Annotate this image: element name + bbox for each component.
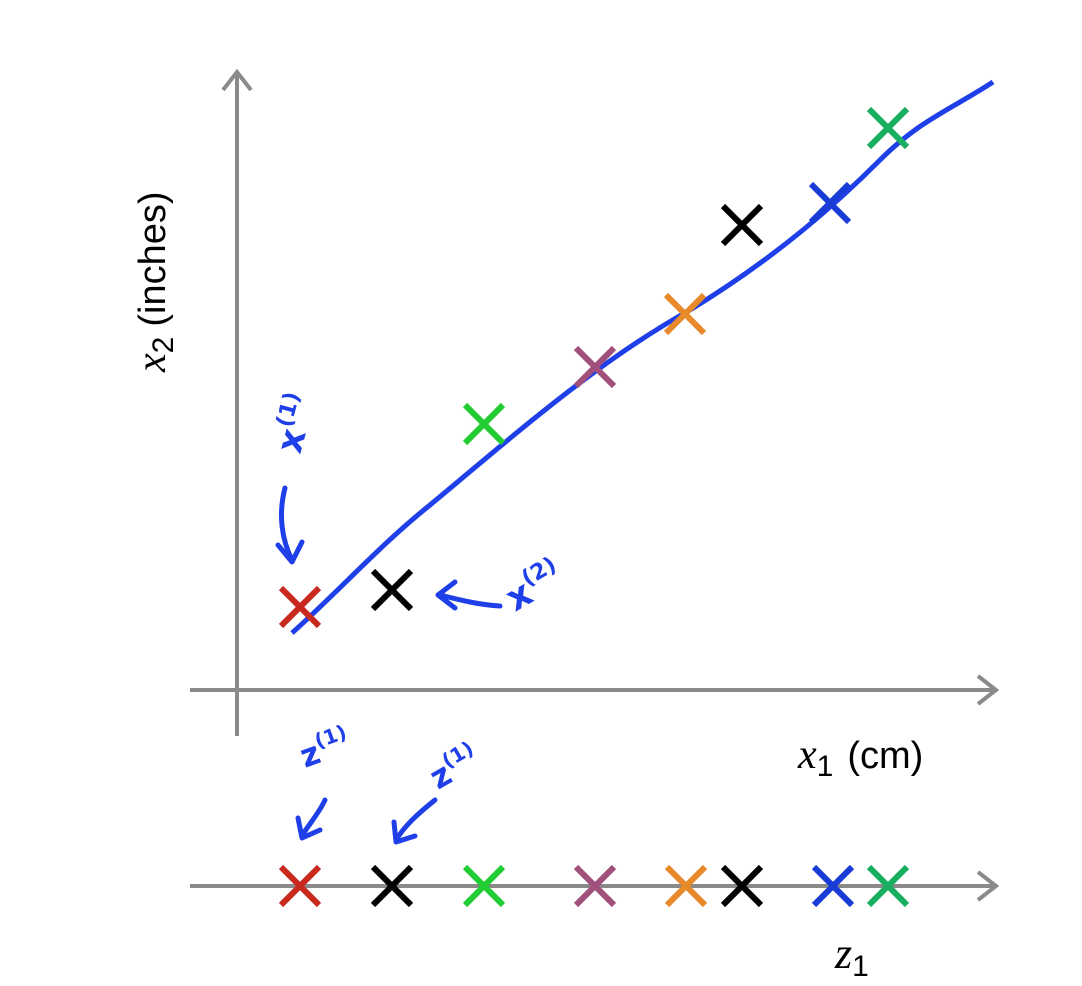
point: [462, 402, 506, 446]
annotation: x(2): [498, 552, 571, 619]
superscript: (1): [311, 720, 349, 754]
projected-point: [811, 864, 855, 908]
projected-point: [720, 864, 764, 908]
symbol: x: [129, 353, 175, 373]
point: [370, 568, 414, 612]
cross-stroke: [866, 864, 910, 908]
cross-stroke: [462, 402, 506, 446]
point: [808, 181, 852, 225]
point: [573, 345, 617, 389]
cross-stroke: [720, 864, 764, 908]
cross-stroke: [278, 864, 322, 908]
annotation-arrow: [295, 797, 328, 841]
subscript: 2: [147, 337, 180, 354]
subscript: 1: [852, 950, 869, 983]
annotation-arrow: [275, 485, 305, 565]
annotation: z(1): [422, 736, 487, 797]
cross-stroke: [808, 181, 852, 225]
projected-point: [866, 864, 910, 908]
projected-point: [573, 864, 617, 908]
cross-stroke: [462, 864, 506, 908]
projected-point: [664, 864, 708, 908]
z-axis-label: z1: [834, 929, 869, 983]
unit: (inches): [132, 192, 174, 327]
point: [866, 106, 910, 150]
annotation: z(1): [294, 720, 356, 776]
symbol: z: [834, 929, 852, 978]
point: [720, 203, 764, 247]
symbol: x: [797, 732, 817, 778]
cross-stroke: [278, 585, 322, 629]
cross-stroke: [370, 864, 414, 908]
cross-stroke: [811, 864, 855, 908]
cross-stroke: [573, 864, 617, 908]
projected-point: [462, 864, 506, 908]
data-points: [278, 106, 910, 908]
subscript: 1: [817, 750, 834, 783]
x-axis: [190, 674, 1000, 706]
cross-stroke: [664, 864, 708, 908]
projected-point: [278, 864, 322, 908]
point: [663, 292, 707, 336]
cross-stroke: [720, 203, 764, 247]
unit: (cm): [847, 735, 923, 777]
x-axis-label: x1 (cm): [797, 732, 923, 783]
superscript: (1): [272, 389, 305, 430]
cross-stroke: [370, 568, 414, 612]
y-axis: [221, 68, 253, 736]
cross-stroke: [866, 106, 910, 150]
y-axis-label: x2 (inches): [129, 192, 180, 374]
cross-stroke: [573, 345, 617, 389]
projection-line: [290, 79, 995, 635]
point: [278, 585, 322, 629]
annotation-arrow: [391, 797, 438, 845]
projected-point: [370, 864, 414, 908]
annotation-arrow: [435, 579, 503, 611]
cross-stroke: [663, 292, 707, 336]
annotation: x(1): [266, 389, 324, 457]
